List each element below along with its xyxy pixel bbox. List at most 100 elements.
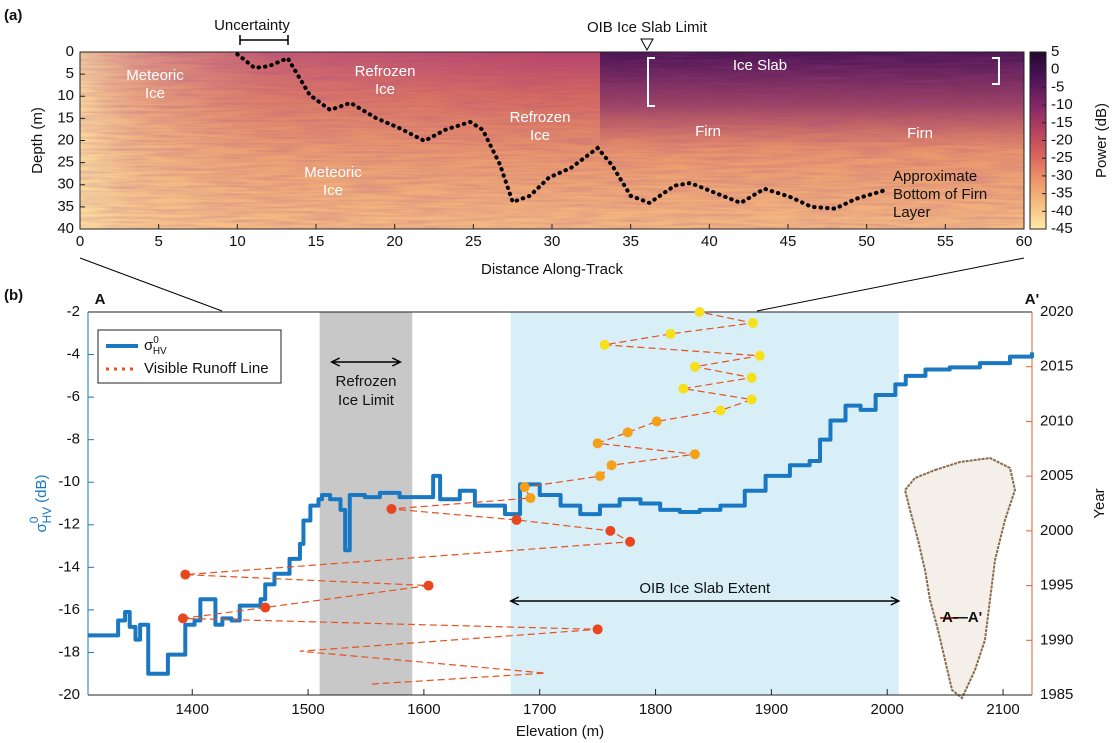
x-tick-label: 45 [780, 233, 797, 250]
region-label: OIB Ice Slab Extent [639, 580, 771, 597]
region-annotation: Layer [893, 204, 931, 221]
oib-limit-marker [640, 38, 654, 52]
x-tick-label: 1700 [523, 701, 556, 718]
x-tick-label: 15 [308, 233, 325, 250]
y-tick-label: 20 [57, 131, 74, 148]
y2-tick-label: 2020 [1040, 303, 1073, 320]
runoff-point [519, 482, 530, 493]
x-tick-label: 35 [622, 233, 639, 250]
y2-tick-label: 2010 [1040, 412, 1073, 429]
ice-slab-bracket-right [992, 57, 1000, 85]
colorbar-tick-label: -25 [1051, 149, 1073, 166]
runoff-point [746, 394, 757, 405]
region-annotation: Ice [530, 127, 550, 144]
y-axis-label-unit: (dB) [33, 475, 50, 503]
x-tick-label: 2100 [986, 701, 1019, 718]
radargram-image [80, 52, 1024, 229]
runoff-point [746, 372, 757, 383]
colorbar-tick-label: -5 [1051, 78, 1064, 95]
y-tick-label: -6 [67, 388, 80, 405]
y-axis-label: σ0HV (dB) [27, 475, 54, 533]
y2-axis-label: Year [1091, 488, 1108, 518]
runoff-point [689, 449, 700, 460]
x-tick-label: 10 [229, 233, 246, 250]
y-tick-label: 0 [66, 43, 74, 60]
runoff-point [622, 427, 633, 438]
x-tick-label: 1600 [407, 701, 440, 718]
y-tick-label: 15 [57, 109, 74, 126]
panel-label: (b) [4, 287, 23, 304]
sigma-line [88, 352, 1034, 676]
y-tick-label: 10 [57, 87, 74, 104]
y2-tick-label: 1990 [1040, 631, 1073, 648]
region-label: Ice Limit [338, 392, 395, 409]
legend-label-name: Visible Runoff Line [144, 360, 269, 377]
x-tick-label: 60 [1016, 233, 1033, 250]
colorbar-tick-label: -40 [1051, 202, 1073, 219]
greenland-inset [903, 456, 1017, 700]
ice-slab-bracket-left [647, 57, 655, 107]
runoff-point [177, 613, 188, 624]
y-tick-label: -12 [58, 516, 80, 533]
y-axis-label: Depth (m) [29, 107, 46, 174]
inset-label: A—A' [942, 609, 982, 626]
shaded-region [319, 312, 413, 695]
shaded-region [510, 312, 899, 695]
region-annotation: Approximate [893, 168, 977, 185]
runoff-point [592, 624, 603, 635]
legend-label: σ0 HV [144, 335, 167, 357]
y-tick-label: -4 [67, 346, 80, 363]
section-end-label: A' [1025, 291, 1039, 308]
y-axis-label-symbol: σ [33, 522, 50, 532]
runoff-point [678, 383, 689, 394]
runoff-point [260, 602, 271, 613]
runoff-point [747, 317, 758, 328]
legend-label: Visible Runoff Line [144, 360, 269, 377]
uncertainty-bracket [239, 35, 289, 45]
x-axis-label: Elevation (m) [516, 723, 604, 740]
region-annotation: Refrozen [510, 109, 571, 126]
region-arrow [509, 596, 901, 606]
region-annotation: Firn [907, 125, 933, 142]
x-tick-label: 55 [937, 233, 954, 250]
runoff-point [599, 339, 610, 350]
colorbar-tick-label: -20 [1051, 131, 1073, 148]
y2-tick-label: 1995 [1040, 577, 1073, 594]
y2-tick-label: 2000 [1040, 522, 1073, 539]
legend-box [97, 329, 282, 384]
runoff-point [694, 307, 705, 317]
y-axis-label-sub: HV [40, 507, 54, 524]
x-tick-label: 25 [465, 233, 482, 250]
y-tick-label: -8 [67, 431, 80, 448]
legend-label-sup: 0 [153, 335, 159, 346]
runoff-point [594, 471, 605, 482]
section-start-label: A [95, 291, 106, 308]
x-tick-label: 0 [76, 233, 84, 250]
x-tick-label: 1400 [176, 701, 209, 718]
runoff-point [180, 569, 191, 580]
runoff-point [592, 438, 603, 449]
x-tick-label: 30 [544, 233, 561, 250]
runoff-point [651, 416, 662, 427]
x-tick-label: 5 [154, 233, 162, 250]
colorbar-tick-label: 5 [1051, 43, 1059, 60]
region-annotation: Meteoric [126, 67, 184, 84]
region-annotation: Ice Slab [733, 57, 787, 74]
region-annotation: Ice [145, 85, 165, 102]
colorbar-label: Power (dB) [1093, 103, 1110, 178]
region-label: Refrozen [336, 373, 397, 390]
y-tick-label: 5 [66, 65, 74, 82]
runoff-point [525, 493, 536, 504]
runoff-point [511, 514, 522, 525]
y-tick-label: -14 [58, 558, 80, 575]
colorbar-tick-label: -10 [1051, 96, 1073, 113]
panel-label: (a) [4, 7, 22, 24]
y2-tick-label: 2015 [1040, 358, 1073, 375]
x-tick-label: 1800 [639, 701, 672, 718]
colorbar-tick-label: -35 [1051, 185, 1073, 202]
region-annotation: Firn [695, 123, 721, 140]
runoff-point [386, 503, 397, 514]
y-tick-label: 35 [57, 198, 74, 215]
region-annotation: Ice [323, 182, 343, 199]
